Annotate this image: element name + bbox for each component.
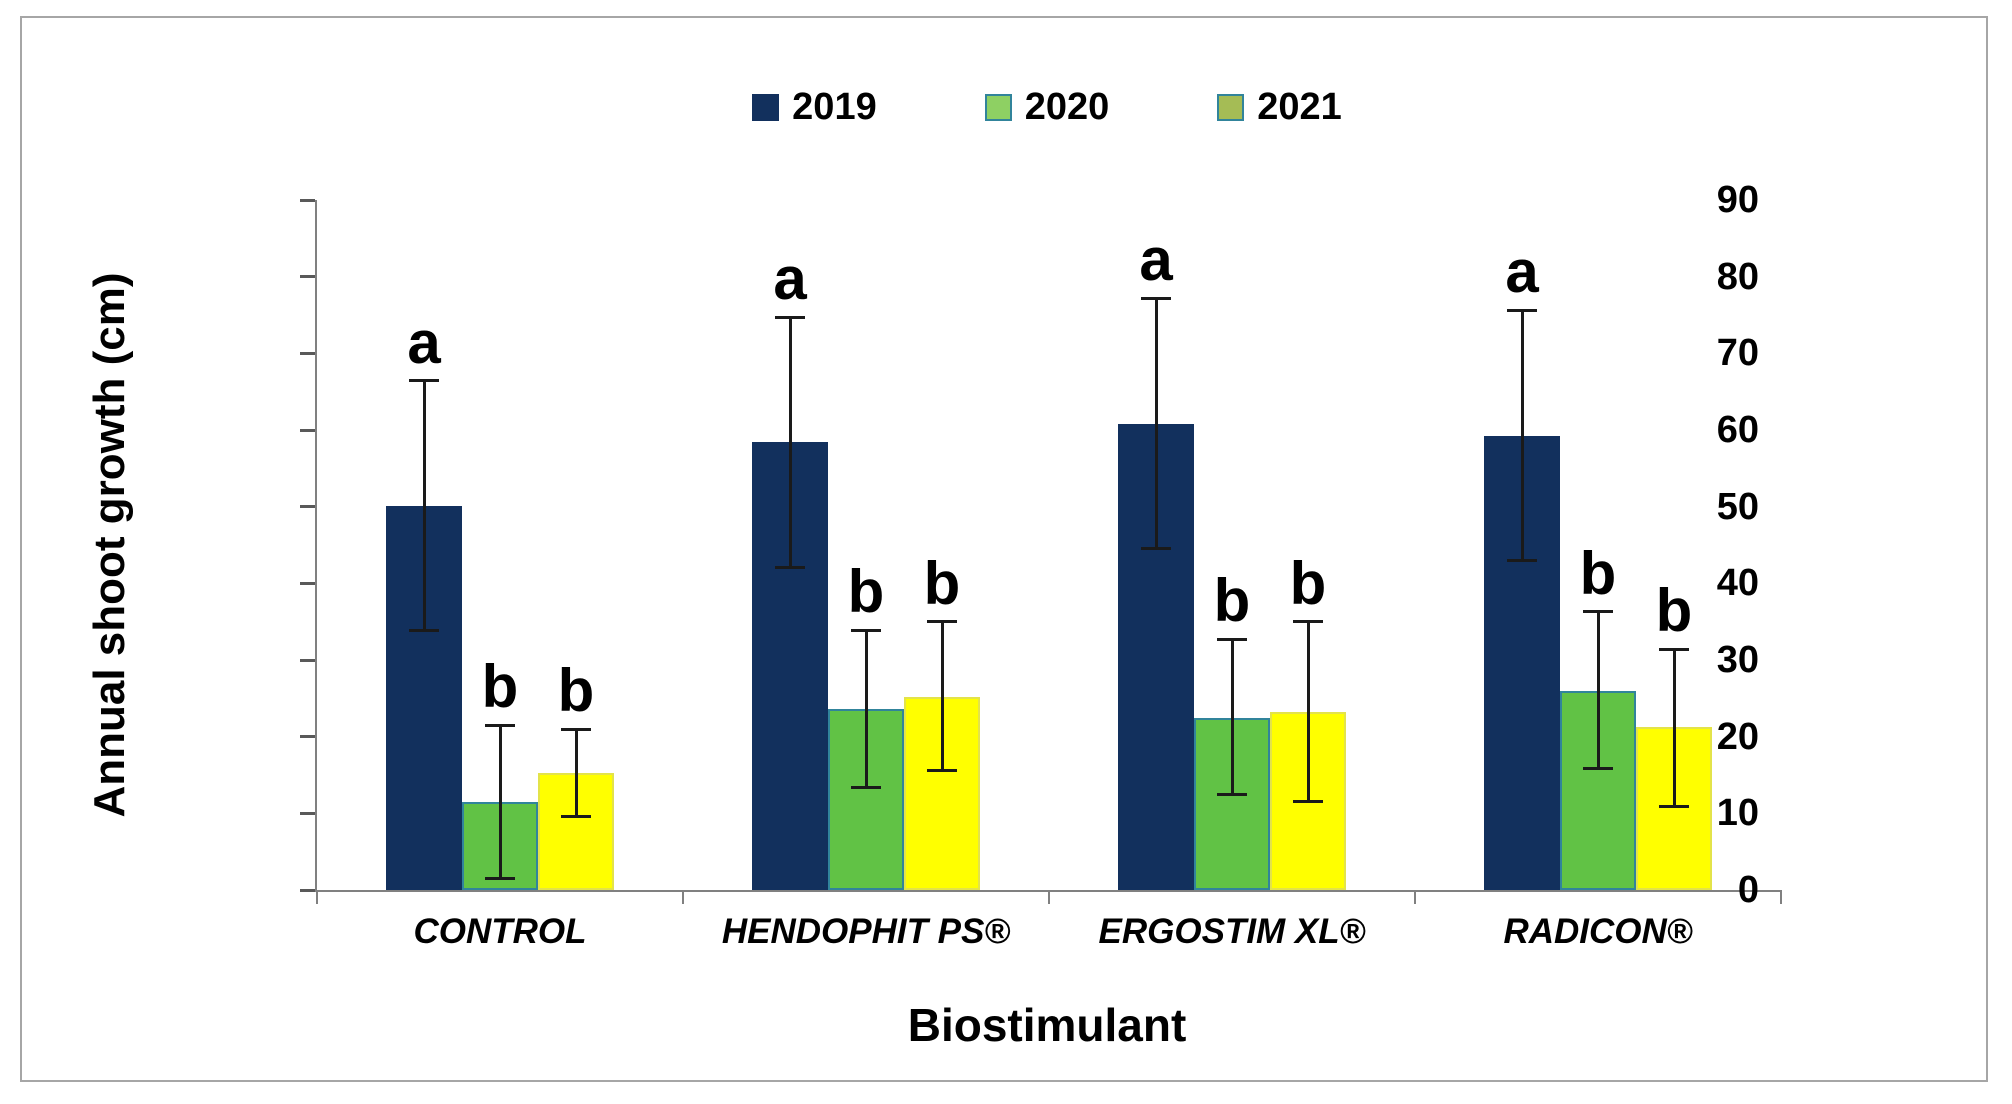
significance-letter: b: [1213, 567, 1251, 635]
y-tick-label: 70: [1716, 332, 1759, 375]
error-bar-cap: [485, 877, 515, 880]
y-tick: [300, 275, 315, 279]
significance-letter: b: [1289, 549, 1327, 617]
y-tick-label: 50: [1716, 485, 1759, 528]
x-category-label: CONTROL: [413, 912, 587, 951]
error-bar: [940, 621, 944, 771]
y-tick-label: 20: [1716, 715, 1759, 758]
legend-item-2021: 2021: [1217, 86, 1342, 129]
error-bar: [1596, 611, 1600, 769]
x-category-label: RADICON®: [1503, 912, 1693, 951]
legend-swatch-icon: [984, 94, 1012, 121]
error-bar: [1306, 621, 1310, 802]
x-axis-title: Biostimulant: [907, 999, 1187, 1051]
x-boundary-tick: [1780, 890, 1782, 904]
x-category-label: ERGOSTIM XL®: [1098, 912, 1366, 951]
error-bar-cap: [1507, 308, 1537, 312]
error-bar-cap: [409, 629, 439, 633]
y-tick-label: 0: [1737, 869, 1759, 911]
error-bar: [422, 380, 426, 631]
x-boundary-tick: [1414, 890, 1416, 904]
error-bar-cap: [775, 315, 805, 319]
error-bar-cap: [851, 785, 881, 789]
error-bar-cap: [1141, 296, 1171, 300]
legend-label: 2021: [1257, 86, 1342, 128]
significance-letter: b: [481, 653, 519, 721]
error-bar-cap: [1583, 766, 1613, 770]
bar-2019-hendophit-ps: [752, 442, 828, 890]
y-tick: [300, 505, 315, 509]
x-boundary-tick: [316, 890, 318, 904]
error-bar: [1154, 298, 1158, 549]
significance-letter: b: [847, 558, 885, 626]
legend-swatch-icon: [1217, 94, 1245, 121]
y-tick-label: 60: [1716, 409, 1759, 451]
x-category-label: HENDOPHIT PS®: [721, 912, 1011, 951]
significance-letter: b: [1579, 539, 1617, 607]
error-bar-cap: [1141, 546, 1171, 550]
y-tick: [300, 428, 315, 432]
error-bar: [574, 729, 578, 817]
significance-letter: b: [557, 657, 595, 724]
error-bar: [788, 317, 792, 568]
x-boundary-tick: [682, 890, 684, 904]
legend-item-2019: 2019: [752, 86, 877, 129]
significance-letter: b: [923, 549, 961, 617]
significance-letter: a: [407, 308, 441, 376]
chart-legend: 2019 2020 2021: [315, 86, 1779, 129]
significance-letter: a: [1505, 238, 1539, 306]
error-bar-cap: [561, 814, 591, 818]
y-axis-title: Annual shoot growth (cm): [85, 272, 134, 818]
error-bar-cap: [851, 628, 881, 632]
y-tick-label: 40: [1716, 562, 1759, 605]
significance-letter: a: [1139, 226, 1173, 294]
error-bar: [1520, 310, 1524, 561]
figure-border: [20, 16, 1988, 1082]
error-bar-cap: [1507, 558, 1537, 562]
y-tick-label: 30: [1716, 639, 1759, 681]
legend-item-2020: 2020: [984, 86, 1110, 129]
y-tick-label: 90: [1716, 179, 1759, 221]
error-bar-cap: [775, 565, 805, 569]
plot-area: 0 10 20 30 40 50 60 70 80 90 CONTROL a b b HENDOPHIT P…: [300, 181, 1782, 951]
y-tick-label: 80: [1716, 255, 1759, 298]
error-bar: [1672, 649, 1676, 807]
error-bar-cap: [927, 768, 957, 772]
y-tick-label: 10: [1716, 792, 1759, 835]
error-bar-cap: [561, 727, 591, 731]
error-bar-cap: [409, 379, 439, 383]
error-bar-cap: [1293, 620, 1323, 624]
y-tick: [300, 351, 315, 355]
y-tick: [300, 811, 315, 815]
error-bar: [1230, 639, 1234, 795]
error-bar-cap: [1659, 804, 1689, 808]
error-bar-cap: [1659, 647, 1689, 651]
legend-label: 2020: [1024, 86, 1110, 128]
y-tick: [300, 735, 315, 739]
y-tick: [300, 658, 315, 662]
significance-letter: b: [1655, 577, 1693, 645]
error-bar-cap: [1293, 800, 1323, 804]
legend-label: 2019: [792, 86, 877, 128]
error-bar: [864, 630, 868, 788]
legend-swatch-icon: [752, 94, 780, 121]
error-bar: [498, 725, 502, 879]
y-tick: [300, 581, 315, 585]
error-bar-cap: [927, 620, 957, 624]
error-bar-cap: [485, 723, 515, 727]
y-tick: [300, 888, 315, 892]
x-boundary-tick: [1048, 890, 1050, 904]
significance-letter: a: [773, 245, 807, 313]
y-tick: [300, 198, 315, 202]
error-bar-cap: [1583, 610, 1613, 614]
error-bar-cap: [1217, 793, 1247, 797]
error-bar-cap: [1217, 637, 1247, 641]
